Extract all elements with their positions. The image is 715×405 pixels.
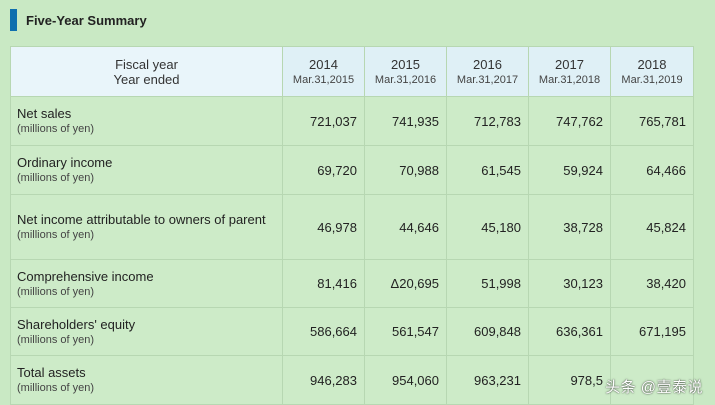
value-cell: 963,231 xyxy=(446,355,529,405)
metric-unit: (millions of yen) xyxy=(17,123,95,135)
year-label: 2015 xyxy=(391,56,420,72)
value-cell: 586,664 xyxy=(282,307,365,356)
value-cell: Δ20,695 xyxy=(364,259,447,308)
value-cell: 765,781 xyxy=(610,96,694,146)
value-cell: 609,848 xyxy=(446,307,529,356)
year-label: 2018 xyxy=(637,56,667,72)
value-cell: 30,123 xyxy=(528,259,611,308)
value-cell: 561,547 xyxy=(364,307,447,356)
value-cell xyxy=(610,355,694,405)
row-label-cell: Net sales (millions of yen) xyxy=(10,96,283,146)
value-cell: 946,283 xyxy=(282,355,365,405)
value-cell: 81,416 xyxy=(282,259,365,308)
period-label: Mar.31,2017 xyxy=(456,73,519,86)
value-cell: 61,545 xyxy=(446,145,529,195)
value-cell: 44,646 xyxy=(364,194,447,260)
five-year-summary-table: Fiscal year Year ended 2014 Mar.31,2015 … xyxy=(10,46,694,405)
value-cell: 70,988 xyxy=(364,145,447,195)
year-ended-label: Year ended xyxy=(113,71,180,87)
value-cell: 45,180 xyxy=(446,194,529,260)
value-cell: 747,762 xyxy=(528,96,611,146)
fiscal-year-header: Fiscal year Year ended xyxy=(10,46,283,97)
year-column-header: 2016 Mar.31,2017 xyxy=(446,46,529,97)
row-label-cell: Total assets (millions of yen) xyxy=(10,355,283,405)
metric-unit: (millions of yen) xyxy=(17,333,95,346)
period-label: Mar.31,2018 xyxy=(538,73,601,86)
metric-unit: (millions of yen) xyxy=(17,285,95,298)
period-label: Mar.31,2019 xyxy=(621,73,683,86)
year-label: 2016 xyxy=(473,56,502,72)
value-cell: 978,5 xyxy=(528,355,611,405)
value-cell: 721,037 xyxy=(282,96,365,146)
year-label: 2014 xyxy=(309,56,338,72)
value-cell: 64,466 xyxy=(610,145,694,195)
row-label-cell: Shareholders' equity (millions of yen) xyxy=(10,307,283,356)
value-cell: 636,361 xyxy=(528,307,611,356)
metric-name: Shareholders' equity xyxy=(17,316,136,332)
value-cell: 712,783 xyxy=(446,96,529,146)
metric-name: Comprehensive income xyxy=(17,268,154,284)
period-label: Mar.31,2016 xyxy=(374,73,437,86)
year-column-header: 2014 Mar.31,2015 xyxy=(282,46,365,97)
value-cell: 671,195 xyxy=(610,307,694,356)
year-label: 2017 xyxy=(555,56,584,72)
row-label-cell: Comprehensive income (millions of yen) xyxy=(10,259,283,308)
period-label: Mar.31,2015 xyxy=(292,73,355,86)
year-column-header: 2018 Mar.31,2019 xyxy=(610,46,694,97)
value-cell: 954,060 xyxy=(364,355,447,405)
watermark: 头条 @壹泰说 xyxy=(605,379,703,396)
metric-unit: (millions of yen) xyxy=(17,382,95,394)
metric-unit: (millions of yen) xyxy=(17,172,95,184)
table-row: Shareholders' equity (millions of yen) 5… xyxy=(10,307,694,356)
table-row: Comprehensive income (millions of yen) 8… xyxy=(10,259,694,308)
table-header-row: Fiscal year Year ended 2014 Mar.31,2015 … xyxy=(10,46,694,97)
row-label-cell: Net income attributable to owners of par… xyxy=(10,194,283,260)
value-cell: 38,420 xyxy=(610,259,694,308)
row-label-cell: Ordinary income (millions of yen) xyxy=(10,145,283,195)
value-cell: 38,728 xyxy=(528,194,611,260)
metric-name: Net income attributable to owners of par… xyxy=(17,212,266,227)
value-cell: 741,935 xyxy=(364,96,447,146)
section-title: Five-Year Summary xyxy=(10,9,147,31)
year-column-header: 2015 Mar.31,2016 xyxy=(364,46,447,97)
value-cell: 69,720 xyxy=(282,145,365,195)
year-column-header: 2017 Mar.31,2018 xyxy=(528,46,611,97)
fiscal-year-label: Fiscal year xyxy=(115,56,178,72)
page-title: Five-Year Summary xyxy=(26,12,147,28)
title-accent-bar xyxy=(10,9,17,31)
metric-unit: (millions of yen) xyxy=(17,229,95,241)
metric-name: Net sales xyxy=(17,106,72,121)
table-row: Net sales (millions of yen) 721,037 741,… xyxy=(10,96,694,146)
metric-name: Ordinary income xyxy=(17,155,113,170)
metric-name: Total assets xyxy=(17,365,86,380)
table-row: Total assets (millions of yen) 946,283 9… xyxy=(10,355,694,405)
value-cell: 51,998 xyxy=(446,259,529,308)
value-cell: 45,824 xyxy=(610,194,694,260)
table-row: Net income attributable to owners of par… xyxy=(10,194,694,260)
value-cell: 46,978 xyxy=(282,194,365,260)
table-row: Ordinary income (millions of yen) 69,720… xyxy=(10,145,694,195)
value-cell: 59,924 xyxy=(528,145,611,195)
